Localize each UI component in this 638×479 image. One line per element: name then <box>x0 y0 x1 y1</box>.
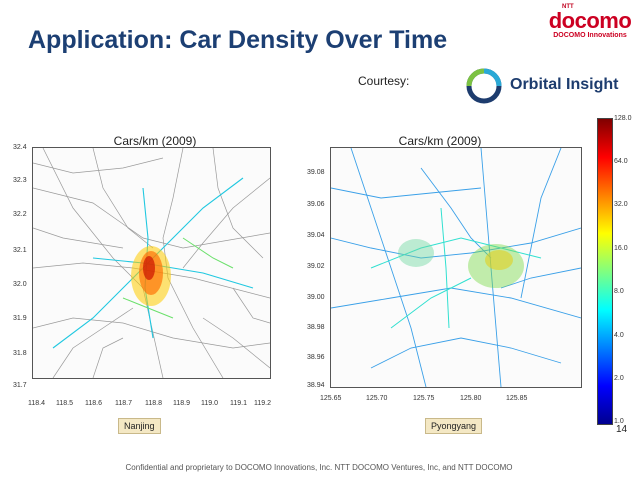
y-tick-nanjing: 32.1 <box>13 247 27 254</box>
y-tick-pyongyang: 38.98 <box>307 324 325 331</box>
y-tick-nanjing: 31.8 <box>13 350 27 357</box>
page-number: 14 <box>616 424 628 435</box>
map-title-pyongyang: Cars/km (2009) <box>398 134 482 148</box>
y-tick-pyongyang: 39.04 <box>307 232 325 239</box>
y-tick-nanjing: 32.3 <box>13 177 27 184</box>
x-tick-nanjing: 119.2 <box>254 400 271 407</box>
x-tick-nanjing: 118.6 <box>85 400 102 407</box>
y-tick-pyongyang: 38.96 <box>307 354 325 361</box>
slide-title: Application: Car Density Over Time <box>28 26 448 54</box>
colorbar-tick: 4.0 <box>614 332 624 339</box>
footer-confidentiality: Confidential and proprietary to DOCOMO I… <box>125 463 513 472</box>
y-tick-nanjing: 31.7 <box>13 382 27 389</box>
map-nanjing <box>32 147 271 379</box>
x-tick-nanjing: 118.8 <box>145 400 162 407</box>
orbital-ring-icon <box>466 68 502 104</box>
y-tick-pyongyang: 39.02 <box>307 263 325 270</box>
docomo-logo: NTT docomo DOCOMO Innovations <box>548 4 632 40</box>
map-title-nanjing: Cars/km (2009) <box>113 134 197 148</box>
y-tick-pyongyang: 39.00 <box>307 294 325 301</box>
x-tick-nanjing: 119.0 <box>201 400 218 407</box>
colorbar <box>597 118 613 425</box>
colorbar-tick: 8.0 <box>614 288 624 295</box>
x-tick-nanjing: 118.9 <box>173 400 190 407</box>
colorbar-tick: 64.0 <box>614 158 628 165</box>
x-tick-nanjing: 118.4 <box>28 400 45 407</box>
y-tick-nanjing: 32.4 <box>13 144 27 151</box>
docomo-innovations-label: DOCOMO Innovations <box>553 32 627 39</box>
y-tick-nanjing: 32.0 <box>13 281 27 288</box>
x-tick-pyongyang: 125.85 <box>506 395 528 402</box>
x-tick-pyongyang: 125.65 <box>320 395 342 402</box>
x-tick-nanjing: 119.1 <box>230 400 247 407</box>
colorbar-tick: 128.0 <box>614 115 632 122</box>
x-tick-pyongyang: 125.80 <box>460 395 482 402</box>
city-label-nanjing: Nanjing <box>118 418 161 434</box>
colorbar-tick: 1.0 <box>614 418 624 425</box>
city-label-pyongyang: Pyongyang <box>425 418 483 434</box>
map-pyongyang <box>330 147 582 388</box>
colorbar-tick: 16.0 <box>614 245 628 252</box>
x-tick-nanjing: 118.7 <box>115 400 132 407</box>
colorbar-tick: 2.0 <box>614 375 624 382</box>
pyongyang-road-density-map <box>331 148 581 387</box>
x-tick-nanjing: 118.5 <box>56 400 73 407</box>
colorbar-tick: 32.0 <box>614 201 628 208</box>
courtesy-label: Courtesy: <box>358 74 410 88</box>
y-tick-nanjing: 32.2 <box>13 211 27 218</box>
x-tick-pyongyang: 125.70 <box>366 395 388 402</box>
x-tick-pyongyang: 125.75 <box>413 395 435 402</box>
y-tick-pyongyang: 39.06 <box>307 201 325 208</box>
y-tick-nanjing: 31.9 <box>13 315 27 322</box>
orbital-insight-name: Orbital Insight <box>510 76 619 93</box>
docomo-wordmark: docomo <box>548 8 632 33</box>
y-tick-pyongyang: 39.08 <box>307 169 325 176</box>
y-tick-pyongyang: 38.94 <box>307 382 325 389</box>
nanjing-road-density-map <box>33 148 270 378</box>
ntt-label: NTT <box>562 4 574 10</box>
